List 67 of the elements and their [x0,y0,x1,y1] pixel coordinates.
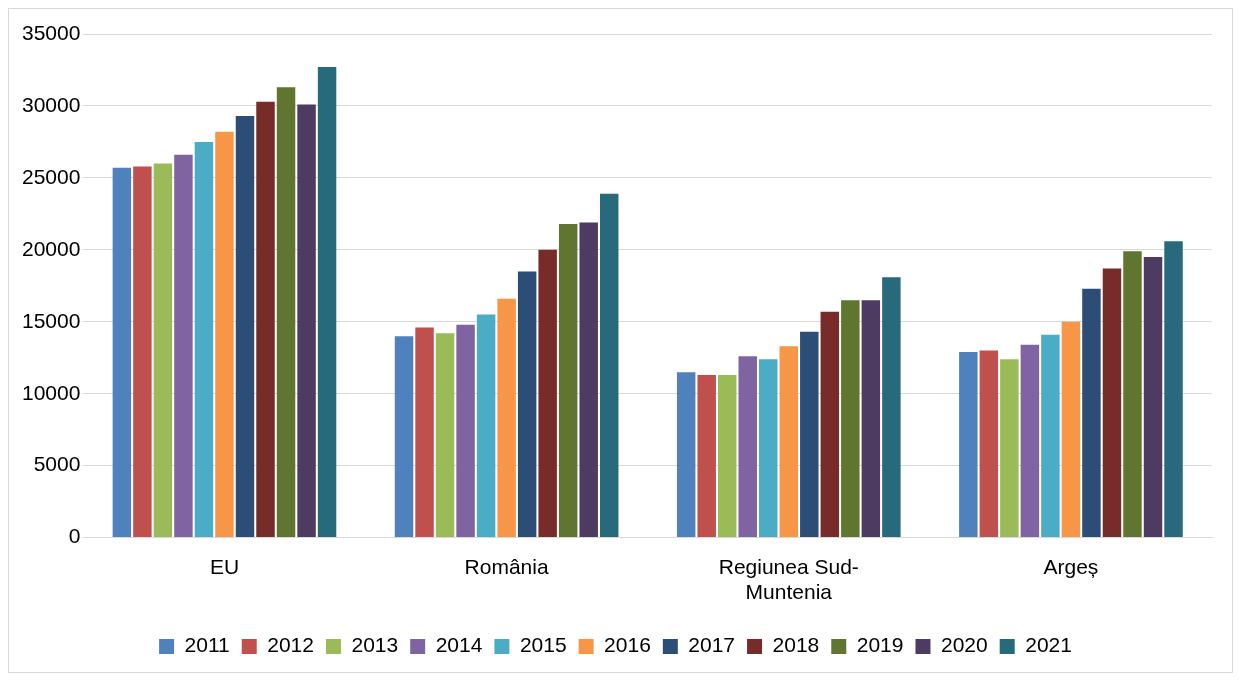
bar [476,314,496,538]
bar [861,300,881,538]
legend-label: 2012 [267,633,314,657]
legend-label: 2014 [435,633,483,657]
bar [979,350,999,538]
y-tick-label: 30000 [21,92,81,116]
y-tick-label: 35000 [21,20,81,44]
bar [194,141,214,538]
y-tick-label: 20000 [21,236,81,260]
x-tick-label: România [464,555,549,578]
bar [174,154,193,538]
bar [235,116,255,538]
legend-label: 2015 [519,633,567,657]
x-tick-label: Argeș [1043,555,1099,578]
x-tick-label: EU [209,555,240,578]
bar [1041,334,1060,538]
legend-label: 2016 [604,633,651,657]
legend-label: 2021 [1025,633,1072,657]
bar [497,298,516,538]
bar [1123,251,1142,538]
legend-label: 2017 [688,633,736,657]
legend-label: 2011 [184,633,230,657]
bar [1082,288,1101,538]
bar [841,300,860,538]
bar [1061,321,1081,538]
y-tick-label: 25000 [21,164,81,188]
bar [112,167,132,538]
y-tick-label: 15000 [21,308,81,332]
bar [317,67,337,538]
bar [1102,268,1122,538]
bar [759,359,778,538]
bar [738,356,757,538]
x-tick-label: Regiunea Sud-Muntenia [718,555,859,604]
bar [1000,359,1019,538]
bar [558,223,578,538]
legend-label: 2020 [940,633,988,657]
bar [133,166,152,538]
bar [276,87,296,538]
legend-label: 2019 [856,633,904,657]
bar [153,163,173,538]
bar [676,372,696,538]
bar [1020,344,1040,538]
y-tick-label: 5000 [33,452,81,476]
bar [538,249,557,538]
y-tick-label: 0 [68,524,81,548]
bar [779,346,799,538]
bar [456,324,475,538]
bar [820,311,840,538]
legend-label: 2013 [351,633,399,657]
bar [800,331,819,538]
bar [717,375,737,538]
y-tick-label: 10000 [21,380,81,404]
bar [215,131,234,538]
bar [1143,257,1163,538]
bar [959,351,978,538]
bar [297,104,316,538]
bar [256,101,275,538]
bar [579,222,598,538]
bar [394,336,414,538]
legend-label: 2018 [772,633,820,657]
bar [517,271,537,538]
bar [882,277,901,538]
bar [1164,241,1183,538]
bar [599,193,619,538]
bar [697,375,716,538]
bar [415,327,434,538]
bar [435,333,455,538]
